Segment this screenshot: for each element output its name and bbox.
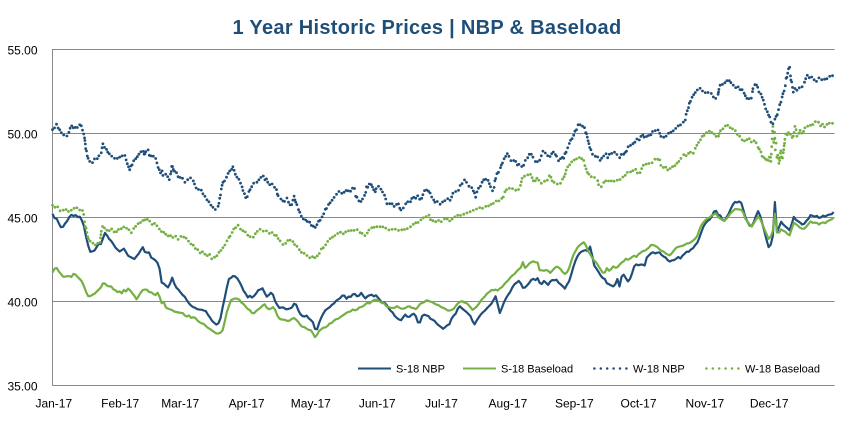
svg-text:W-18 Baseload: W-18 Baseload [745, 364, 820, 376]
svg-text:Feb-17: Feb-17 [101, 397, 139, 411]
svg-text:1 Year Historic Prices | NBP &: 1 Year Historic Prices | NBP & Baseload [233, 17, 622, 39]
svg-text:W-18 NBP: W-18 NBP [633, 364, 685, 376]
svg-text:Oct-17: Oct-17 [620, 397, 656, 411]
svg-text:May-17: May-17 [291, 397, 331, 411]
svg-text:Nov-17: Nov-17 [686, 397, 725, 411]
svg-text:Apr-17: Apr-17 [229, 397, 265, 411]
svg-text:Aug-17: Aug-17 [489, 397, 528, 411]
svg-text:50.00: 50.00 [7, 128, 37, 142]
svg-text:Jul-17: Jul-17 [425, 397, 458, 411]
svg-text:40.00: 40.00 [7, 296, 37, 310]
svg-text:S-18 NBP: S-18 NBP [396, 364, 445, 376]
svg-text:55.00: 55.00 [7, 44, 37, 58]
svg-text:Sep-17: Sep-17 [555, 397, 594, 411]
svg-text:S-18 Baseload: S-18 Baseload [501, 364, 573, 376]
svg-text:Mar-17: Mar-17 [161, 397, 199, 411]
svg-text:Jan-17: Jan-17 [35, 397, 72, 411]
svg-text:45.00: 45.00 [7, 212, 37, 226]
svg-text:Dec-17: Dec-17 [750, 397, 789, 411]
svg-text:35.00: 35.00 [7, 380, 37, 394]
svg-text:Jun-17: Jun-17 [359, 397, 396, 411]
